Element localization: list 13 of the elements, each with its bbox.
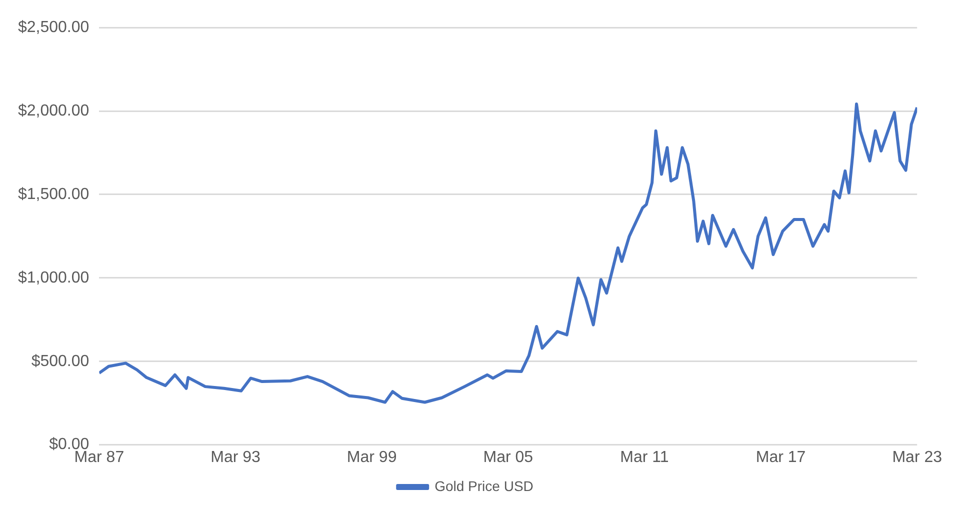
y-tick-label: $500.00 xyxy=(31,352,90,370)
y-tick-label: $1,000.00 xyxy=(18,269,90,286)
y-tick-label: $2,500.00 xyxy=(18,19,90,36)
x-tick-label: Mar 87 xyxy=(74,448,124,466)
x-tick-label: Mar 23 xyxy=(892,448,942,466)
y-tick-label: $2,000.00 xyxy=(18,102,90,120)
x-tick-label: Mar 93 xyxy=(210,448,260,466)
x-tick-label: Mar 99 xyxy=(346,448,397,466)
legend-label: Gold Price USD xyxy=(434,478,534,494)
x-tick-label: Mar 05 xyxy=(483,448,534,466)
x-tick-label: Mar 17 xyxy=(756,448,806,466)
y-tick-label: $1,500.00 xyxy=(18,186,90,203)
x-tick-label: Mar 11 xyxy=(620,448,669,466)
